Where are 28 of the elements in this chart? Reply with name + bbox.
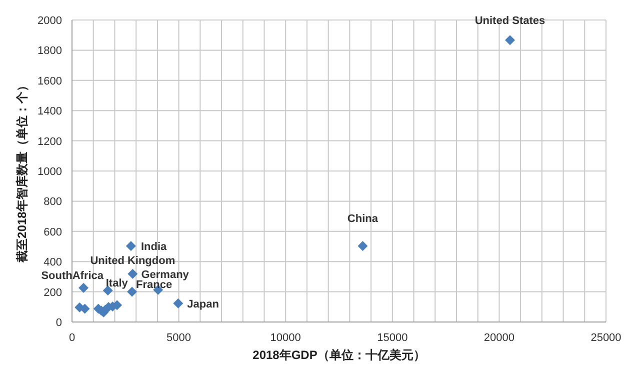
annotation: United Kingdom (90, 254, 176, 267)
y-tick-label: 1000 (38, 166, 62, 178)
annotation: Italy (106, 277, 129, 290)
y-tick-label: 1400 (38, 106, 62, 118)
y-tick-label: 0 (56, 317, 62, 329)
x-tick-label: 25000 (590, 332, 622, 344)
x-axis-title: 2018年GDP（单位：十亿美元） (252, 348, 426, 362)
y-tick-label: 800 (44, 196, 62, 208)
annotation: Japan (187, 298, 220, 310)
annotation: India (140, 241, 168, 254)
x-tick-label: 0 (68, 332, 76, 344)
annotation: France (136, 278, 172, 291)
y-tick-label: 1800 (38, 45, 62, 58)
y-tick-label: 400 (44, 256, 62, 269)
y-axis-title: 截至2018年智库数量（单位：个） (15, 80, 29, 264)
y-tick-label: 600 (44, 226, 62, 238)
annotation: China (347, 213, 379, 226)
x-tick-label: 20000 (484, 332, 514, 344)
y-tick-label: 1600 (38, 75, 62, 88)
x-tick-label: 5000 (166, 332, 192, 344)
annotation: Germany (141, 268, 190, 281)
y-tick-label: 1200 (38, 136, 62, 148)
y-tick-label: 200 (44, 286, 62, 299)
y-tick-label: 2000 (38, 15, 62, 27)
x-tick-label: 10000 (270, 332, 301, 344)
x-tick-label: 15000 (377, 332, 408, 344)
annotation: SouthAfrica (41, 270, 104, 282)
annotation: United States (474, 15, 546, 28)
